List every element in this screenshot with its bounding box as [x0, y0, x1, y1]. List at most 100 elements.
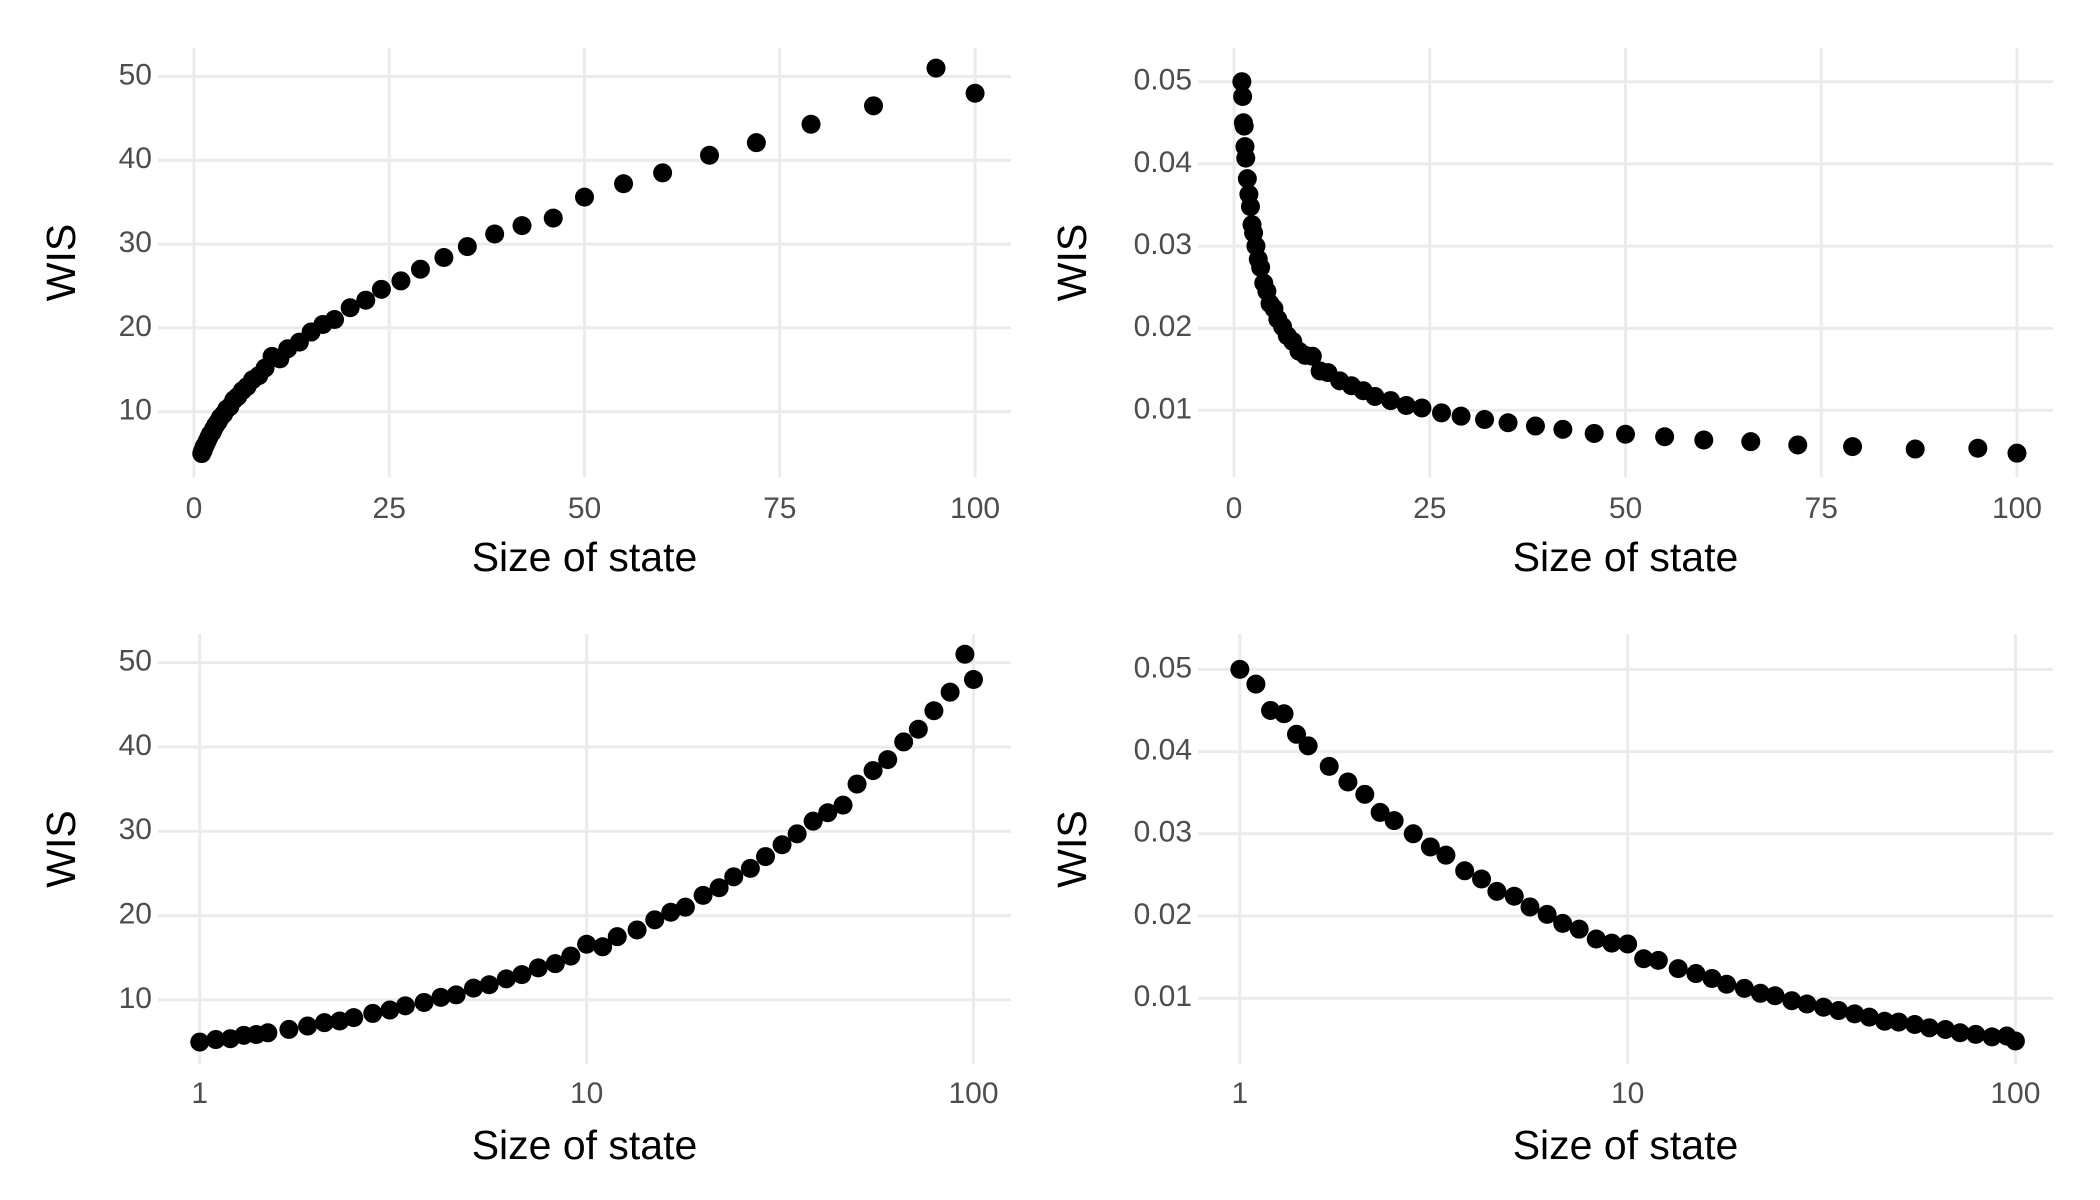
point [964, 670, 984, 690]
x-tick-label: 100 [948, 1077, 998, 1110]
point [1319, 756, 1339, 776]
point [1234, 116, 1254, 136]
point [1741, 432, 1761, 452]
point [1618, 934, 1638, 954]
point [614, 174, 634, 194]
point [675, 897, 695, 917]
point [653, 163, 673, 183]
y-tick-label: 20 [119, 310, 152, 343]
point [1765, 986, 1785, 1006]
point [2007, 443, 2027, 463]
point [1634, 949, 1654, 969]
x-axis-title: Size of state [472, 534, 698, 580]
point [833, 795, 853, 815]
point [1246, 674, 1266, 694]
point [1472, 869, 1492, 889]
point [1355, 784, 1375, 804]
point [1384, 811, 1404, 831]
point [1616, 424, 1635, 444]
point [528, 958, 548, 978]
point [1475, 409, 1495, 429]
point [1845, 1004, 1865, 1024]
point [803, 811, 823, 831]
point [1298, 736, 1318, 756]
point [1797, 994, 1817, 1014]
point [1451, 406, 1471, 426]
x-tick-label: 25 [373, 492, 406, 525]
point [395, 996, 415, 1016]
point [801, 114, 821, 134]
point [1230, 659, 1250, 679]
x-axis-title: Size of state [1513, 1122, 1739, 1168]
point [1982, 1027, 2002, 1047]
point [740, 858, 760, 878]
point [1734, 978, 1754, 998]
x-tick-label: 75 [1805, 492, 1838, 525]
point [894, 732, 914, 752]
point [1875, 1011, 1895, 1031]
y-tick-label: 40 [119, 142, 152, 175]
point [545, 954, 565, 974]
point [1370, 802, 1390, 822]
point [699, 145, 719, 165]
point [1586, 929, 1606, 949]
point [431, 987, 451, 1007]
point [479, 975, 499, 995]
point [1569, 919, 1589, 939]
y-axis-title: WIS [38, 810, 84, 887]
y-tick-label: 0.04 [1134, 733, 1192, 766]
point [1251, 257, 1271, 277]
point [1302, 346, 1322, 366]
point [496, 969, 516, 989]
point [1240, 197, 1260, 217]
point [2005, 1031, 2025, 1051]
point [772, 835, 792, 855]
point [1504, 886, 1524, 906]
point [1829, 1001, 1849, 1021]
y-tick-label: 0.03 [1134, 228, 1192, 261]
point [1436, 845, 1456, 865]
point [1702, 968, 1722, 988]
point [1537, 904, 1557, 924]
point [1338, 772, 1358, 792]
point [371, 279, 391, 299]
y-axis-title: WIS [1049, 224, 1095, 301]
y-tick-label: 0.01 [1134, 980, 1192, 1013]
point [1968, 438, 1988, 458]
point [414, 992, 434, 1012]
point [1717, 974, 1737, 994]
point [258, 1023, 278, 1043]
point [1648, 950, 1668, 970]
point [190, 1032, 210, 1052]
point [1432, 403, 1452, 423]
x-tick-label: 1 [191, 1077, 208, 1110]
point [1553, 913, 1573, 933]
point [1274, 704, 1294, 724]
point [965, 83, 985, 103]
x-tick-label: 50 [1609, 492, 1642, 525]
point [1525, 416, 1545, 436]
point [1966, 1024, 1986, 1044]
x-tick-label: 100 [950, 492, 1000, 525]
point [206, 1030, 226, 1050]
point [1788, 435, 1808, 455]
point [724, 867, 744, 887]
point [434, 247, 454, 267]
y-tick-label: 0.04 [1134, 146, 1192, 179]
x-tick-label: 75 [763, 492, 796, 525]
point [661, 902, 681, 922]
point [575, 187, 594, 207]
point [1498, 413, 1518, 433]
y-tick-label: 30 [119, 813, 152, 846]
point [1694, 430, 1714, 450]
x-tick-label: 50 [568, 492, 601, 525]
point [593, 937, 613, 957]
point [1487, 881, 1507, 901]
y-axis-title: WIS [1049, 810, 1095, 887]
point [756, 847, 776, 867]
point [1750, 983, 1770, 1003]
point [1584, 423, 1604, 443]
y-tick-label: 0.01 [1134, 392, 1192, 425]
y-tick-label: 0.05 [1134, 64, 1192, 97]
